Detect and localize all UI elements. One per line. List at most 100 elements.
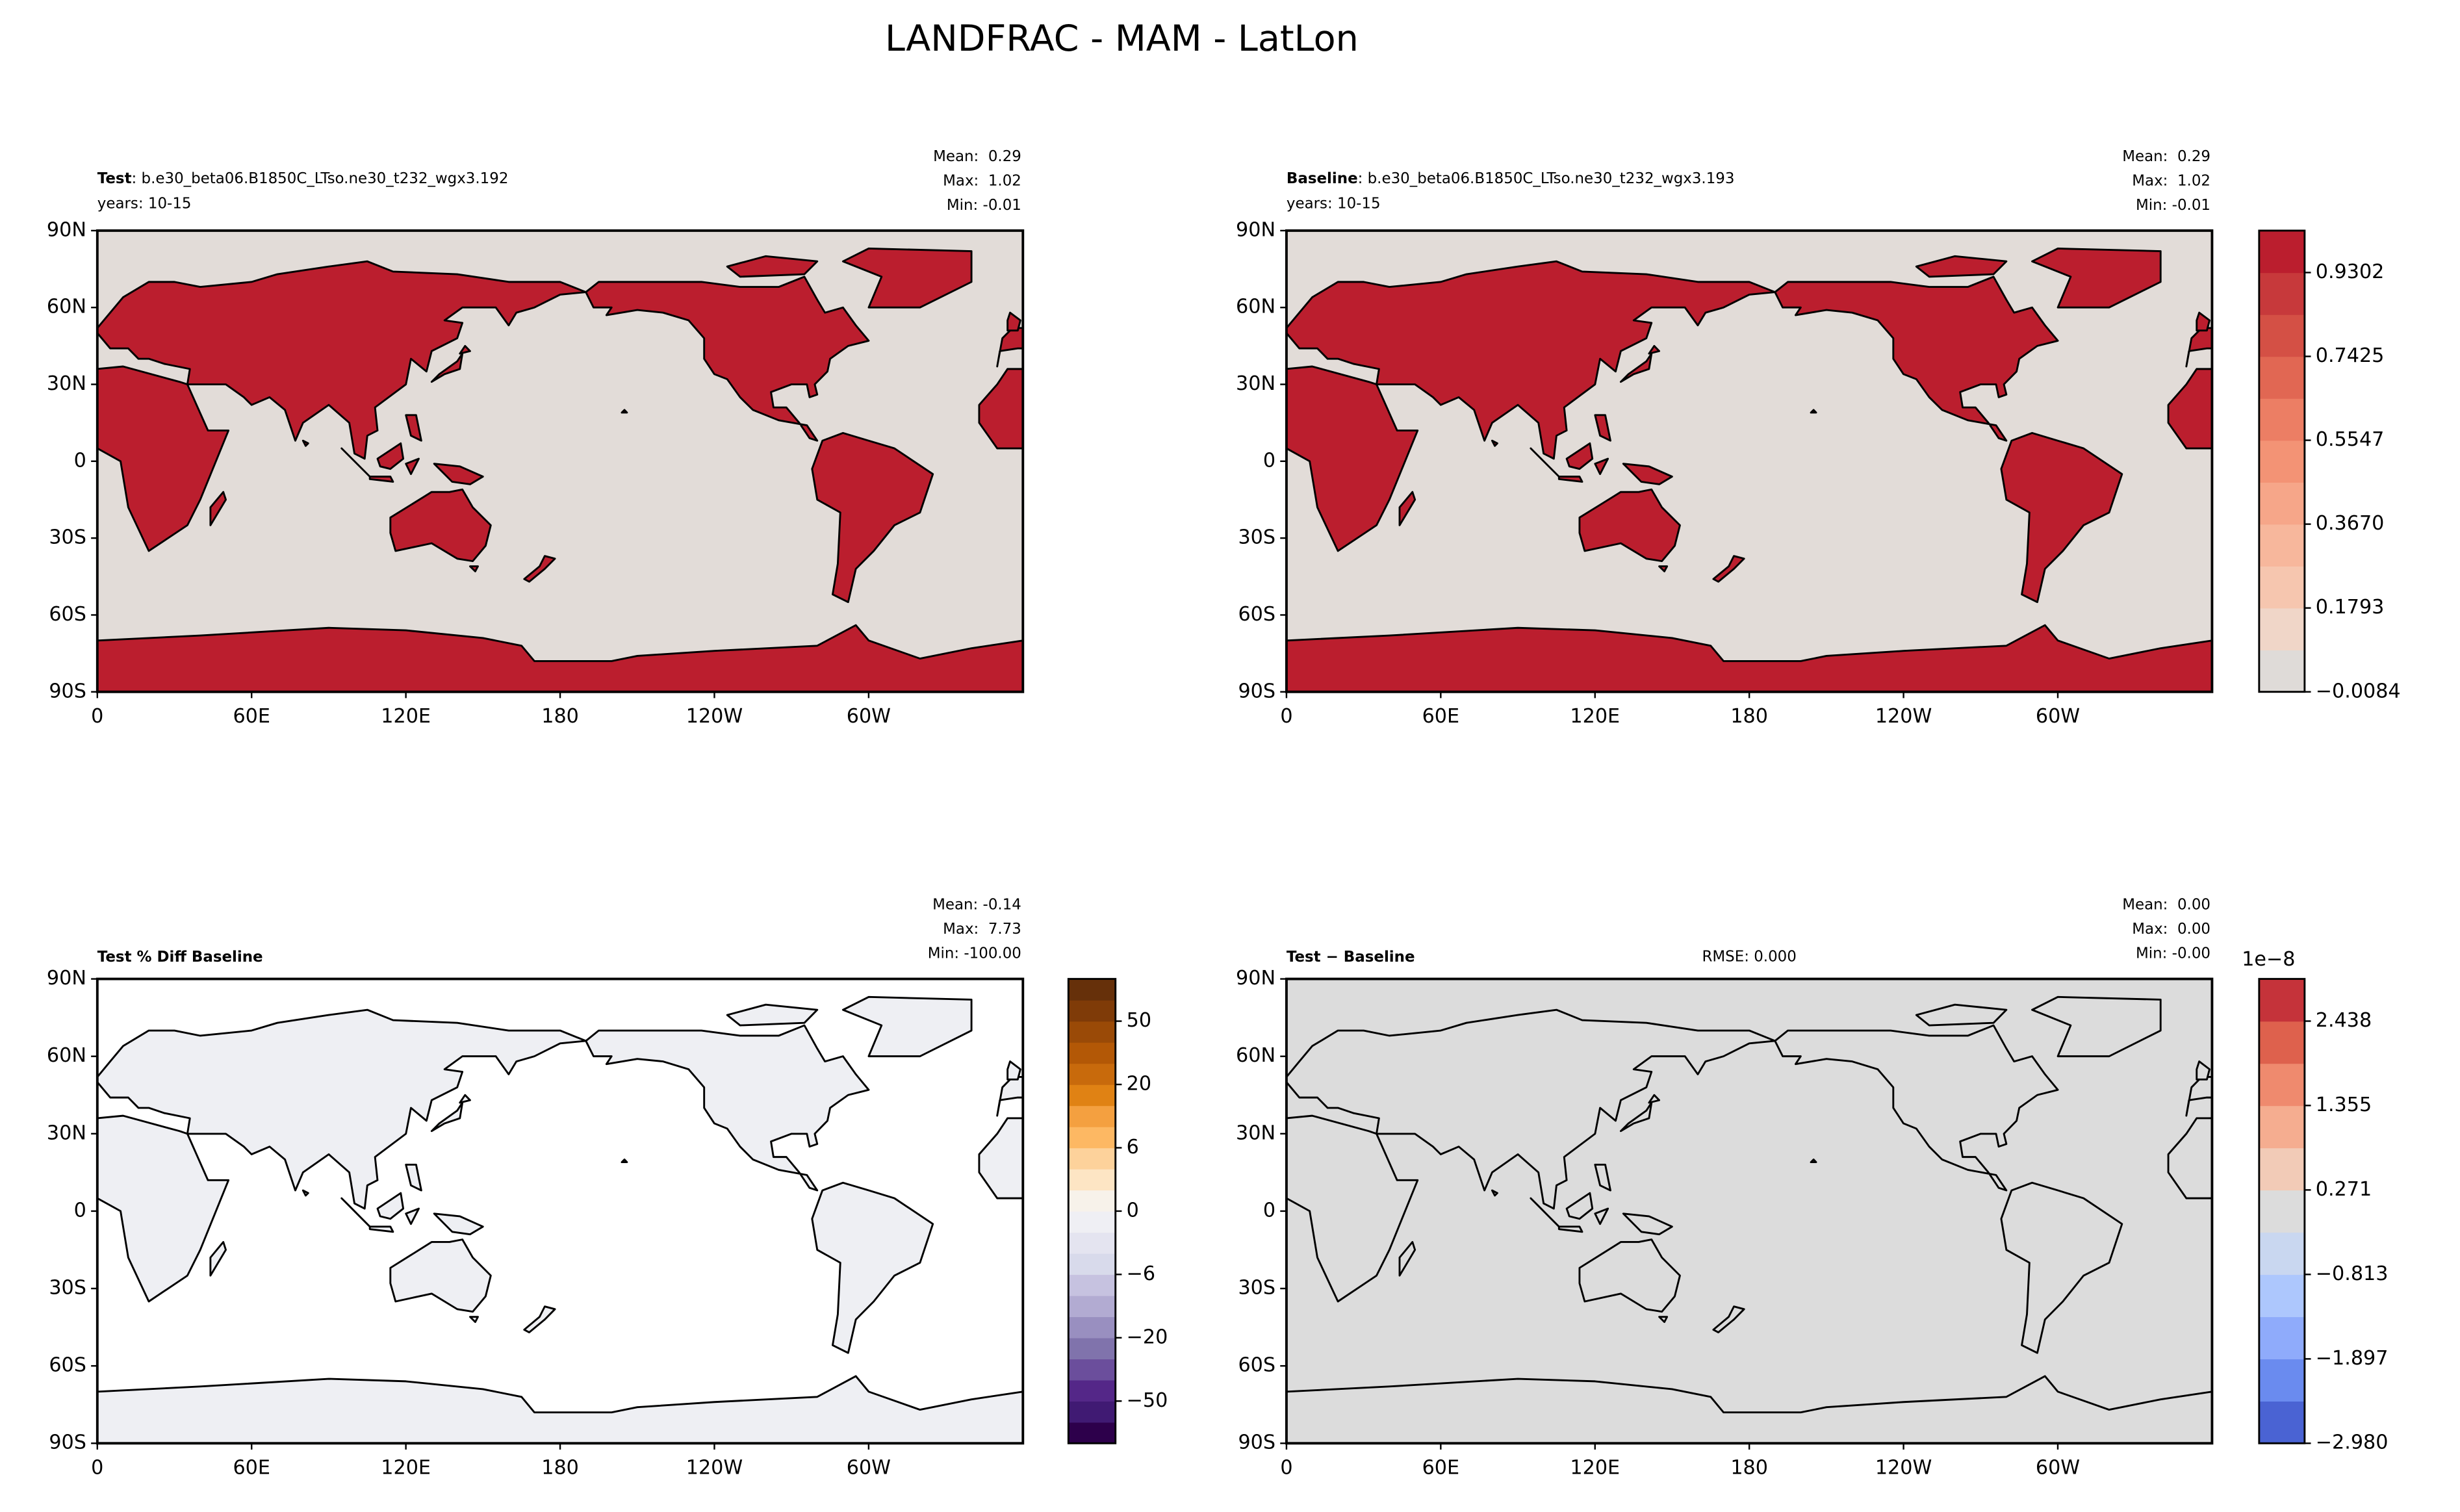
colorbar-band xyxy=(1068,1168,1116,1191)
colorbar-band xyxy=(2259,608,2305,650)
colorbar-band xyxy=(2259,1147,2305,1191)
colorbar-band xyxy=(2259,1190,2305,1233)
panel-stat: Min: -0.01 xyxy=(2136,197,2210,214)
coastline xyxy=(459,344,471,355)
coastline xyxy=(1810,1159,1817,1164)
x-tick-label: 120E xyxy=(1570,705,1620,728)
colorbar-band xyxy=(2259,1316,2305,1360)
colorbar-tick-label: 6 xyxy=(1127,1136,1139,1159)
colorbar-band xyxy=(1068,1042,1116,1064)
colorbar-tick-label: −2.980 xyxy=(2316,1431,2389,1454)
coastline xyxy=(2196,311,2211,332)
coastline xyxy=(2000,431,2123,604)
coastline xyxy=(978,368,1023,450)
colorbar-tick-label: −0.0084 xyxy=(2316,680,2401,702)
y-tick-label: 60S xyxy=(49,1354,86,1377)
coastline xyxy=(523,555,556,583)
panel-stat: Max: 1.02 xyxy=(2132,172,2210,189)
colorbar-band xyxy=(2259,1021,2305,1064)
x-tick-label: 180 xyxy=(1730,705,1768,728)
panel-stat: Min: -0.01 xyxy=(947,197,1021,214)
colorbar-band xyxy=(1068,1063,1116,1085)
coastline xyxy=(1286,365,1419,552)
coastline xyxy=(811,431,934,604)
coastline xyxy=(1648,344,1661,355)
coastline xyxy=(1712,555,1745,583)
coastline xyxy=(2031,995,2162,1058)
coastline xyxy=(209,1241,227,1277)
coastline xyxy=(1006,311,1021,332)
colorbar-band xyxy=(2259,482,2305,525)
coastline xyxy=(405,414,422,442)
coastline xyxy=(97,1008,587,1210)
y-tick-label: 60N xyxy=(1236,296,1275,318)
coastline xyxy=(340,1197,371,1228)
coastline xyxy=(1286,1114,1419,1303)
x-tick-label: 120W xyxy=(1875,705,1932,728)
coastline xyxy=(1915,255,2008,278)
coastline xyxy=(97,1114,230,1303)
colorbar-tick-label: 0.1793 xyxy=(2316,596,2385,619)
colorbar-tick-label: 0.9302 xyxy=(2316,261,2385,283)
coastline xyxy=(1774,1024,2059,1192)
colorbar-band xyxy=(2259,1232,2305,1275)
panel-stat: Mean: 0.29 xyxy=(933,148,1021,165)
coastline xyxy=(523,1305,556,1333)
map-land xyxy=(97,995,1023,1444)
colorbar-band xyxy=(2259,1401,2305,1444)
y-tick-label: 60N xyxy=(47,1044,86,1067)
panel-stat: Min: -0.00 xyxy=(2136,945,2210,962)
x-tick-label: 180 xyxy=(1730,1456,1768,1479)
coastline xyxy=(2185,327,2212,368)
coastline xyxy=(1622,463,1673,485)
panel-title-detail: : b.e30_beta06.B1850C_LTso.ne30_t232_wgx… xyxy=(1358,170,1735,187)
panel-title: Test % Diff Baseline xyxy=(97,948,263,965)
x-tick-label: 60E xyxy=(1422,705,1459,728)
coastline xyxy=(1578,1238,1681,1313)
y-tick-label: 0 xyxy=(74,1199,86,1222)
colorbar-band xyxy=(2259,1105,2305,1149)
y-tick-label: 30N xyxy=(47,372,86,395)
coastline xyxy=(1557,476,1583,483)
colorbar-tick-label: 0.271 xyxy=(2316,1178,2372,1201)
coastline xyxy=(405,1207,420,1225)
coastline xyxy=(2000,1181,2123,1354)
coastline xyxy=(97,260,587,460)
coastline xyxy=(1712,1305,1745,1333)
y-tick-label: 0 xyxy=(74,449,86,472)
colorbar-band xyxy=(1068,1274,1116,1296)
coastline xyxy=(585,275,870,442)
y-tick-label: 0 xyxy=(1263,449,1275,472)
colorbar-tick-label: 0.5547 xyxy=(2316,428,2385,451)
colorbar-tick-label: −50 xyxy=(1127,1389,1168,1412)
coastline xyxy=(621,1159,628,1164)
panel-title: Test: b.e30_beta06.B1850C_LTso.ne30_t232… xyxy=(97,170,509,187)
coastline xyxy=(1565,442,1594,470)
x-tick-label: 120E xyxy=(381,1456,431,1479)
x-tick-label: 60W xyxy=(847,1456,891,1479)
x-tick-label: 120W xyxy=(1875,1456,1932,1479)
coastline xyxy=(97,365,230,552)
colorbar-band xyxy=(2259,1274,2305,1318)
map-land xyxy=(1286,995,2212,1444)
coastline xyxy=(469,565,479,572)
colorbar-tick-label: 1.355 xyxy=(2316,1094,2372,1116)
x-tick-label: 120W xyxy=(686,705,743,728)
colorbar-band xyxy=(2259,524,2305,567)
coastline xyxy=(209,491,227,526)
y-tick-label: 90N xyxy=(47,967,86,990)
coastline xyxy=(1398,1241,1416,1277)
colorbar-band xyxy=(1068,1000,1116,1022)
coastline xyxy=(1006,1060,1021,1081)
coastline xyxy=(1578,488,1681,563)
coastline xyxy=(1648,1094,1661,1104)
figure-title: LANDFRAC - MAM - LatLon xyxy=(885,18,1359,60)
colorbar-tick-label: 0.3670 xyxy=(2316,512,2385,535)
coastline xyxy=(1774,275,2059,442)
coastline xyxy=(996,327,1023,368)
x-tick-label: 60W xyxy=(2036,705,2080,728)
y-tick-label: 30S xyxy=(1238,526,1275,549)
colorbar-band xyxy=(1068,1359,1116,1381)
coastline xyxy=(1530,447,1560,478)
